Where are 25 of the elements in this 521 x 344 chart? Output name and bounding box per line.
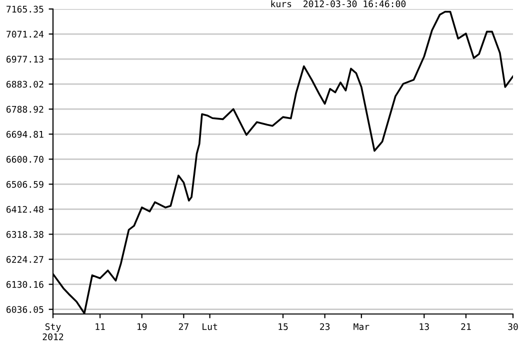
y-tick-label: 6506.59	[6, 180, 44, 188]
x-tick-label: 23	[320, 323, 330, 330]
x-tick-label: 30	[508, 323, 518, 330]
x-tick-label: 19	[138, 323, 147, 330]
y-tick-label: 6883.02	[6, 80, 44, 88]
y-tick-label: 6788.92	[6, 106, 44, 113]
y-tick-label: 6977.13	[6, 56, 44, 63]
x-tick-label: 21	[461, 323, 471, 330]
y-tick-label: 6036.05	[6, 306, 44, 313]
y-tick-label: 6318.38	[6, 231, 44, 238]
y-tick-label: 6412.48	[6, 206, 44, 213]
y-tick-label: 6130.16	[6, 281, 44, 288]
y-tick-label: 6600.70	[6, 156, 44, 163]
y-tick-label: 7165.35	[6, 6, 44, 13]
x-tick-label: 27	[178, 323, 188, 330]
x-tick-label: 13	[420, 323, 429, 330]
y-tick-label: 7071.24	[6, 30, 44, 38]
x-tick-label: 15	[278, 323, 288, 330]
chart-title: kurs 2012-03-30 16:46:00	[271, 0, 406, 8]
x-tick-label: Lut	[202, 323, 218, 330]
y-tick-label: 6694.81	[6, 130, 44, 138]
x-tick-label: Sty 2012	[42, 323, 64, 340]
x-tick-label: 11	[96, 323, 105, 330]
x-tick-label: Mar	[354, 323, 370, 330]
y-tick-label: 6224.27	[6, 256, 44, 263]
